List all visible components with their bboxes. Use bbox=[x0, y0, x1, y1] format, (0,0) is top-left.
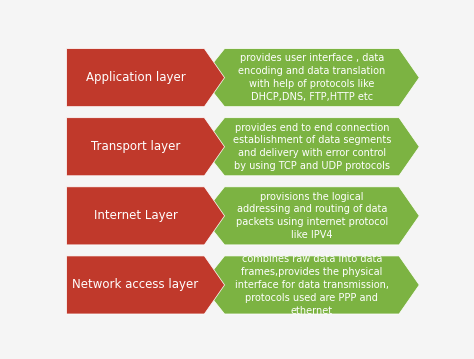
Polygon shape bbox=[66, 256, 225, 314]
Text: provisions the logical
addressing and routing of data
packets using internet pro: provisions the logical addressing and ro… bbox=[236, 192, 388, 240]
Polygon shape bbox=[66, 187, 225, 245]
Polygon shape bbox=[201, 187, 419, 245]
Text: provides end to end connection
establishment of data segments
and delivery with : provides end to end connection establish… bbox=[233, 122, 391, 171]
Polygon shape bbox=[66, 48, 225, 107]
Polygon shape bbox=[201, 118, 419, 176]
Text: provides user interface , data
encoding and data translation
with help of protoc: provides user interface , data encoding … bbox=[238, 53, 385, 102]
Text: Internet Layer: Internet Layer bbox=[93, 209, 177, 222]
Polygon shape bbox=[66, 118, 225, 176]
Polygon shape bbox=[201, 48, 419, 107]
Text: Network access layer: Network access layer bbox=[73, 279, 199, 292]
Text: combines raw data into data
frames,provides the physical
interface for data tran: combines raw data into data frames,provi… bbox=[235, 255, 389, 316]
Text: Application layer: Application layer bbox=[86, 71, 185, 84]
Polygon shape bbox=[201, 256, 419, 314]
Text: Transport layer: Transport layer bbox=[91, 140, 180, 153]
